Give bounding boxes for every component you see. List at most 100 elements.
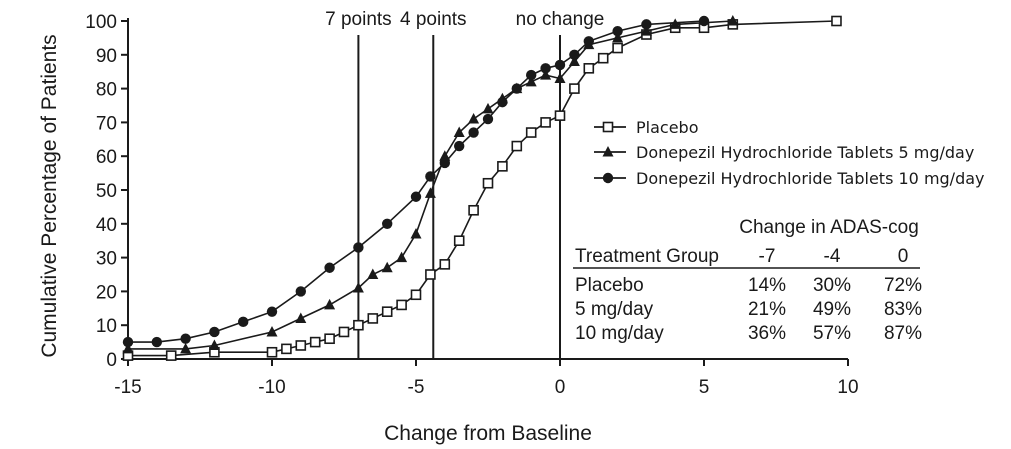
y-tick-label: 30 — [96, 249, 117, 270]
data-point-placebo — [554, 110, 566, 121]
x-axis-title: Change from Baseline — [384, 422, 592, 445]
data-point-5mg — [367, 268, 379, 279]
data-point-placebo — [266, 346, 278, 358]
data-point-5mg — [453, 126, 465, 138]
data-point-5mg — [439, 150, 451, 161]
data-point-5mg — [180, 342, 192, 354]
data-point-5mg — [410, 227, 422, 239]
data-point-10mg — [526, 69, 537, 81]
data-point-5mg — [266, 325, 278, 337]
series-layer — [122, 15, 842, 361]
table-title: Change in ADAS-cog — [739, 217, 919, 238]
data-point-placebo — [367, 313, 379, 324]
data-point-placebo — [597, 52, 609, 64]
data-point-10mg — [295, 286, 306, 297]
data-point-10mg — [410, 191, 422, 202]
y-tick-label: 60 — [96, 147, 117, 168]
data-point-10mg — [180, 333, 191, 344]
data-point-10mg — [554, 59, 566, 71]
data-point-placebo — [439, 259, 451, 270]
data-point-5mg — [727, 15, 739, 26]
y-tick-label: 80 — [96, 80, 117, 101]
data-point-placebo — [525, 127, 537, 138]
data-point-placebo — [324, 333, 335, 345]
y-tick-label: 90 — [96, 46, 117, 67]
data-point-5mg — [424, 187, 436, 198]
data-point-5mg — [554, 72, 566, 83]
data-point-placebo — [540, 117, 551, 128]
data-point-5mg — [295, 312, 307, 323]
reference-lines: 7 points 4 points no change — [325, 9, 604, 359]
x-tick-label: 10 — [837, 377, 858, 398]
data-point-placebo — [281, 343, 292, 355]
legend: Placebo Donepezil Hydrochloride Tablets 5… — [594, 118, 985, 188]
y-axis-title: Cumulative Percentage of Patients — [38, 34, 61, 357]
legend-label: Placebo — [636, 118, 698, 137]
data-point-5mg — [602, 146, 614, 157]
data-point-10mg — [641, 19, 652, 30]
data-point-5mg — [482, 102, 494, 114]
data-point-5mg — [468, 113, 480, 124]
data-point-placebo — [468, 204, 479, 216]
y-tick-label: 0 — [106, 350, 117, 371]
data-point-placebo — [583, 63, 595, 74]
data-point-10mg — [540, 63, 551, 74]
data-point-5mg — [568, 55, 580, 67]
data-point-placebo — [353, 319, 364, 331]
data-point-10mg — [353, 242, 364, 253]
series-open-square — [122, 15, 842, 361]
table-cell: 72% — [884, 275, 922, 296]
table-cell: 87% — [884, 323, 922, 344]
table-cell: 5 mg/day — [575, 299, 654, 320]
data-point-10mg — [238, 316, 249, 328]
reference-line-label: 4 points — [400, 9, 467, 30]
axes: 0 10 20 30 40 50 60 70 80 90 100 -15 -10 -5 0 5 10 Change… — [38, 12, 859, 445]
data-point-10mg — [324, 262, 335, 273]
data-point-10mg — [266, 306, 278, 317]
data-point-placebo — [602, 121, 614, 133]
data-point-placebo — [511, 140, 523, 152]
x-tick-label: -10 — [258, 377, 285, 398]
data-point-5mg — [381, 261, 393, 273]
x-tick-label: 5 — [699, 377, 710, 398]
data-point-placebo — [410, 289, 422, 301]
data-point-10mg — [511, 83, 522, 94]
data-point-placebo — [295, 340, 307, 351]
table-cell: 14% — [748, 275, 786, 296]
data-point-5mg — [396, 251, 408, 263]
data-point-10mg — [439, 157, 450, 169]
table-cell: 49% — [813, 299, 851, 320]
table-cell: Placebo — [575, 275, 644, 296]
data-point-5mg — [324, 298, 336, 310]
table-cell: 36% — [748, 323, 786, 344]
legend-label: Donepezil Hydrochloride Tablets 5 mg/day — [636, 143, 974, 162]
x-tick-label: 0 — [555, 377, 566, 398]
data-point-5mg — [669, 18, 681, 29]
series-filled-triangle — [122, 15, 739, 354]
table-cell: 21% — [748, 299, 786, 320]
data-point-10mg — [209, 326, 220, 338]
table-header: -7 — [759, 246, 776, 267]
data-point-10mg — [122, 336, 134, 348]
data-point-placebo — [482, 177, 494, 189]
x-tick-label: -15 — [114, 377, 141, 398]
table-header: Treatment Group — [575, 246, 719, 267]
x-tick-label: -5 — [408, 377, 425, 398]
y-tick-label: 20 — [96, 282, 117, 303]
data-point-placebo — [381, 306, 393, 317]
y-tick-label: 100 — [85, 12, 117, 33]
data-point-10mg — [425, 171, 436, 182]
reference-line-label: 7 points — [325, 9, 392, 30]
table-cell: 30% — [813, 275, 851, 296]
data-point-5mg — [122, 342, 134, 354]
data-point-10mg — [151, 336, 162, 348]
data-point-10mg — [583, 36, 594, 47]
data-point-5mg — [540, 69, 552, 80]
legend-label: Donepezil Hydrochloride Tablets 10 mg/da… — [636, 169, 985, 188]
data-point-placebo — [612, 42, 623, 54]
table-header: -4 — [824, 246, 841, 267]
y-tick-label: 40 — [96, 215, 117, 236]
data-point-5mg — [208, 339, 220, 350]
data-point-placebo — [338, 326, 350, 338]
